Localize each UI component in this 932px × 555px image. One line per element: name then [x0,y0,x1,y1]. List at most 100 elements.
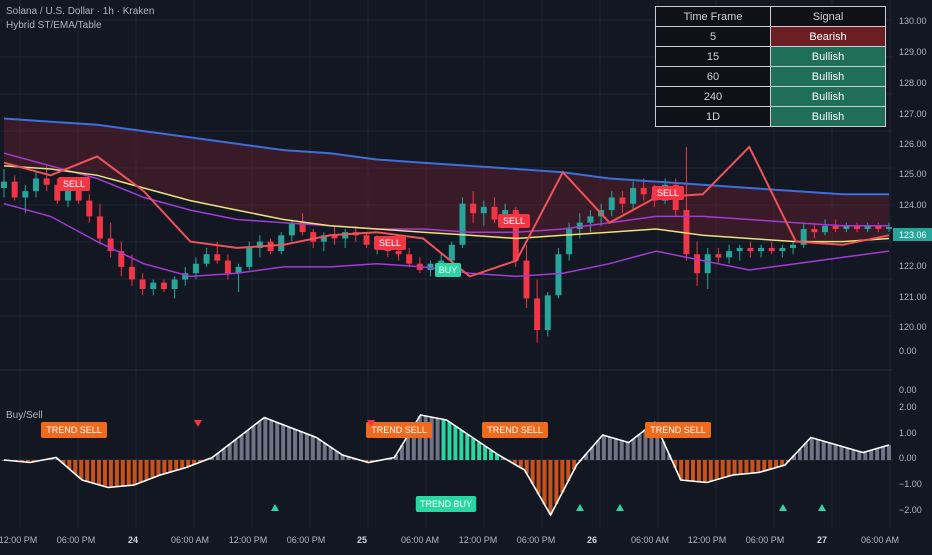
time-tick-label: 27 [817,535,827,545]
price-signal-sell[interactable]: SELL [374,236,406,250]
up-arrow-icon [271,504,279,511]
osc-bar [121,460,125,486]
candle-body [587,216,593,222]
price-signal-sell[interactable]: SELL [498,214,530,228]
price-signal-sell[interactable]: SELL [652,186,684,200]
osc-bar [834,445,838,460]
osc-bar [857,451,861,460]
symbol-title[interactable]: Solana / U.S. Dollar · 1h · Kraken [6,6,154,17]
osc-bar [180,460,184,469]
osc-signal-sell[interactable]: TREND SELL [482,422,548,438]
osc-bar [269,420,273,460]
osc-bar [447,422,451,460]
osc-bar [810,438,814,460]
candle-body [715,254,721,257]
osc-bar [133,460,137,485]
signal-cell: Bullish [771,47,886,67]
osc-signal-sell[interactable]: TREND SELL [645,422,711,438]
candle-body [470,204,476,213]
osc-bar [471,438,475,460]
osc-signal-buy[interactable]: TREND BUY [416,496,476,512]
osc-bar [554,460,558,504]
price-tick-label: 122.00 [899,261,927,271]
osc-bar [632,439,636,460]
osc-signal-sell[interactable]: TREND SELL [366,422,432,438]
tf-cell: 5 [656,27,771,47]
candle-body [534,298,540,330]
candle-body [449,245,455,261]
candle-body [396,251,402,254]
price-signal-sell[interactable]: SELL [58,177,90,191]
candle-body [310,232,316,241]
osc-bar [109,460,113,487]
time-tick-label: 06:00 AM [401,535,439,545]
price-tick-label: 127.00 [899,109,927,119]
osc-bar [845,448,849,460]
price-tick-label: 130.00 [899,16,927,26]
time-tick-label: 06:00 PM [287,535,326,545]
header-time-frame: Time Frame [656,7,771,27]
osc-bar [537,460,541,494]
osc-bar [299,432,303,460]
candle-body [129,267,135,280]
candle-body [726,251,732,257]
candle-body [33,178,39,191]
osc-tick-label: −1.00 [899,479,922,489]
osc-bar [691,460,695,481]
osc-bar [174,460,178,470]
osc-bar [168,460,172,472]
osc-bar [543,460,547,504]
candle-body [1,182,7,188]
osc-bar [626,442,630,460]
signal-tag-label: BUY [439,265,458,275]
down-arrow-icon [194,420,202,427]
candle-body [12,182,18,198]
candle-body [364,235,370,244]
candle-body [758,248,764,251]
candle-body [737,248,743,251]
osc-tick-label: 1.00 [899,428,917,438]
indicator-name[interactable]: Hybrid ST/EMA/Table [6,20,102,31]
candle-body [150,283,156,289]
candle-body [44,178,50,184]
osc-bar [156,460,160,476]
osc-bar [293,429,297,460]
candle-body [214,254,220,260]
candle-body [193,264,199,273]
candle-body [705,254,711,273]
osc-bar [234,440,238,460]
time-tick-label: 06:00 AM [861,535,899,545]
time-tick-label: 06:00 PM [57,535,96,545]
signal-cell: Bearish [771,27,886,47]
price-signal-buy[interactable]: BUY [435,263,461,277]
osc-bar [436,418,440,460]
candle-body [747,248,753,251]
osc-bar [115,460,119,487]
osc-bar [697,460,701,482]
candle-body [523,261,529,299]
osc-bar [251,426,255,460]
osc-bar [263,418,267,460]
osc-bar [150,460,154,478]
candle-body [481,207,487,213]
osc-bar [739,460,743,474]
osc-bar [162,460,166,474]
time-tick-label: 24 [128,535,138,545]
osc-bar [465,434,469,460]
oscillator-title[interactable]: Buy/Sell [6,410,43,421]
time-tick-label: 26 [587,535,597,545]
candle-body [278,235,284,251]
osc-bar [287,427,291,460]
osc-bar [822,441,826,460]
osc-bar [602,435,606,460]
osc-bar [246,430,250,460]
osc-bar [323,443,327,460]
candle-body [609,197,615,210]
osc-bar [85,460,89,481]
table-row: 60 Bullish [656,67,886,87]
osc-signal-sell[interactable]: TREND SELL [41,422,107,438]
osc-tick-label: 0.00 [899,385,917,395]
osc-bar [240,435,244,460]
up-arrow-icon [576,504,584,511]
